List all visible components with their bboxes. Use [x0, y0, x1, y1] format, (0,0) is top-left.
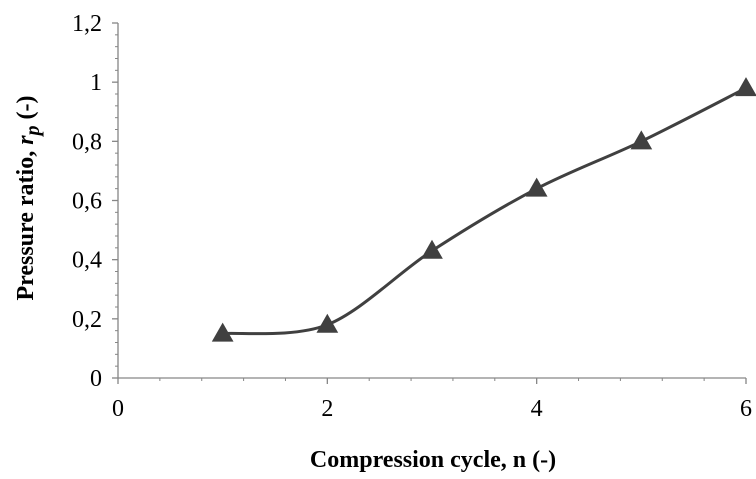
y-axis-title-suffix: (-): [13, 95, 39, 125]
y-tick-label: 0: [90, 366, 102, 392]
x-tick-label: 4: [531, 396, 543, 422]
axes: [112, 22, 747, 384]
y-tick-label: 0,8: [72, 129, 102, 155]
data-point-marker: [316, 313, 339, 333]
x-tick-label: 6: [740, 396, 752, 422]
data-point-marker: [211, 322, 234, 342]
data-point-marker: [421, 239, 443, 259]
y-tick-label: 1,2: [72, 11, 102, 37]
y-axis-title-prefix: Pressure ratio,: [13, 145, 39, 301]
x-tick-label: 2: [321, 396, 333, 422]
series-layer: [211, 77, 756, 342]
data-point-marker: [735, 77, 756, 97]
x-tick-label: 0: [112, 396, 124, 422]
y-axis-title-subscript: p: [22, 125, 44, 137]
y-tick-label: 0,6: [72, 189, 102, 215]
y-tick-label: 1: [90, 70, 102, 96]
data-point-marker: [630, 130, 653, 150]
x-axis-title: Compression cycle, n (-): [310, 447, 556, 473]
series-line: [221, 86, 748, 336]
y-tick-label: 0,4: [72, 248, 102, 274]
data-point-marker: [525, 177, 548, 197]
y-axis-title-symbol: r: [13, 135, 39, 145]
tick-labels: 0 0,2 0,4 0,6 0,8 1 1,2 0 2 4 6: [72, 11, 752, 422]
y-axis-title: Pressure ratio, rp (-): [13, 95, 44, 300]
y-tick-label: 0,2: [72, 307, 102, 333]
